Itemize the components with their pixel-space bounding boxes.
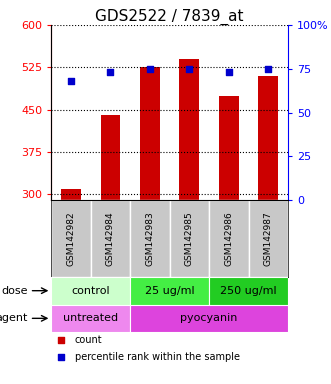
Bar	[51, 200, 91, 277]
Text: untreated: untreated	[63, 313, 118, 323]
Bar	[259, 76, 278, 200]
Bar	[130, 305, 288, 332]
Bar	[130, 277, 209, 305]
Point	[226, 69, 231, 75]
Text: GSM142985: GSM142985	[185, 211, 194, 266]
Bar	[51, 277, 130, 305]
Bar	[101, 115, 120, 200]
Text: 250 ug/ml: 250 ug/ml	[220, 286, 277, 296]
Text: GSM142987: GSM142987	[264, 211, 273, 266]
Point	[58, 354, 64, 360]
Point	[58, 337, 64, 343]
Bar	[209, 277, 288, 305]
Point	[108, 69, 113, 75]
Text: agent: agent	[0, 313, 28, 323]
Point	[147, 66, 153, 72]
Bar	[130, 200, 169, 277]
Text: control: control	[71, 286, 110, 296]
Title: GDS2522 / 7839_at: GDS2522 / 7839_at	[95, 9, 244, 25]
Point	[265, 66, 271, 72]
Text: dose: dose	[1, 286, 28, 296]
Bar	[169, 200, 209, 277]
Bar	[209, 200, 249, 277]
Text: GSM142986: GSM142986	[224, 211, 233, 266]
Text: percentile rank within the sample: percentile rank within the sample	[75, 352, 240, 362]
Bar	[179, 59, 199, 200]
Text: 25 ug/ml: 25 ug/ml	[145, 286, 194, 296]
Bar	[61, 189, 81, 200]
Point	[69, 78, 74, 84]
Text: GSM142982: GSM142982	[67, 211, 75, 266]
Point	[187, 66, 192, 72]
Text: GSM142984: GSM142984	[106, 211, 115, 266]
Text: count: count	[75, 335, 103, 345]
Bar	[91, 200, 130, 277]
Bar	[140, 67, 160, 200]
Bar	[249, 200, 288, 277]
Text: GSM142983: GSM142983	[145, 211, 155, 266]
Bar	[219, 96, 239, 200]
Bar	[51, 305, 130, 332]
Text: pyocyanin: pyocyanin	[180, 313, 238, 323]
